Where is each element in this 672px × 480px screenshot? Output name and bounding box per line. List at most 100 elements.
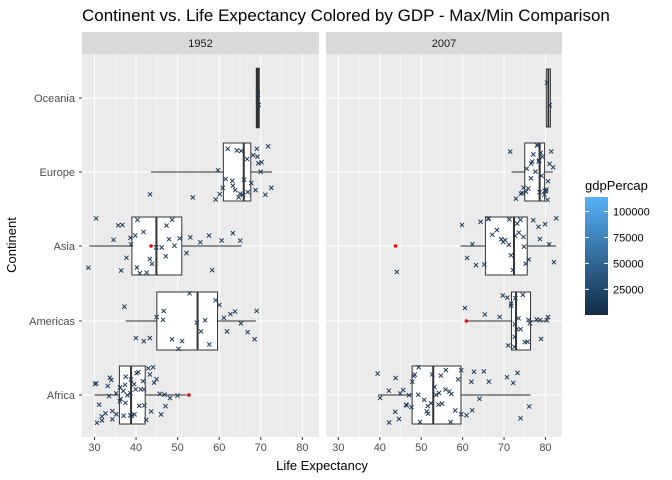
highlight-point-max	[464, 319, 469, 323]
data-point	[229, 178, 235, 184]
legend-ticks: 25000 50000 75000 100000	[585, 207, 650, 296]
data-point	[516, 230, 522, 235]
data-point	[111, 237, 116, 243]
data-point	[497, 314, 503, 320]
data-point	[508, 303, 514, 309]
data-point	[127, 235, 133, 241]
data-point	[159, 244, 165, 250]
data-point	[250, 152, 256, 158]
data-point	[393, 375, 399, 381]
data-point	[416, 364, 422, 370]
data-point	[113, 411, 119, 417]
data-point	[179, 338, 185, 344]
data-point	[443, 387, 448, 393]
data-point	[471, 369, 477, 375]
data-point	[216, 302, 222, 308]
data-point	[140, 378, 146, 384]
data-point	[236, 194, 242, 200]
data-point	[129, 413, 135, 419]
data-point	[187, 290, 192, 296]
data-point	[519, 190, 525, 196]
data-point	[238, 148, 244, 154]
data-point	[166, 236, 172, 242]
x-tick-label: 50	[172, 442, 184, 454]
data-point	[252, 336, 258, 342]
data-point	[147, 371, 153, 377]
data-point	[477, 396, 482, 402]
data-point	[144, 270, 150, 275]
data-point	[433, 392, 439, 398]
data-point	[528, 175, 534, 181]
data-point	[525, 185, 531, 191]
data-point	[96, 402, 102, 408]
data-point	[94, 420, 100, 426]
data-point	[525, 339, 531, 345]
data-point	[375, 371, 381, 377]
data-point	[223, 176, 229, 182]
highlight-point-max	[187, 393, 191, 397]
data-point	[439, 401, 445, 407]
data-point	[550, 164, 556, 170]
data-point	[109, 416, 115, 422]
data-point	[510, 267, 516, 273]
data-point	[504, 374, 510, 380]
data-point	[221, 315, 227, 321]
data-point	[544, 187, 549, 192]
data-point	[215, 167, 221, 173]
data-point	[510, 380, 516, 386]
data-point	[448, 419, 454, 425]
data-point	[464, 255, 470, 261]
data-point	[128, 241, 134, 247]
data-point	[132, 233, 138, 239]
data-point	[537, 236, 543, 242]
data-point	[240, 192, 246, 198]
data-point	[536, 224, 541, 230]
data-point	[377, 395, 383, 401]
data-point	[438, 373, 444, 379]
x-tick-label: 70	[498, 442, 510, 454]
data-point	[516, 315, 521, 321]
data-point	[518, 415, 524, 421]
data-point	[409, 379, 415, 385]
x-tick-label: 60	[457, 442, 469, 454]
data-point	[530, 217, 536, 223]
data-point	[521, 185, 526, 191]
data-point	[537, 189, 543, 195]
data-point	[468, 379, 474, 385]
data-point	[141, 386, 147, 392]
data-point	[206, 341, 212, 347]
y-tick-label: Europe	[40, 167, 75, 179]
y-tick-label: Oceania	[34, 93, 76, 105]
data-point	[227, 311, 233, 317]
data-point	[538, 336, 544, 342]
data-point	[135, 369, 141, 375]
legend-label: 100000	[613, 207, 650, 219]
data-point	[462, 305, 468, 311]
data-point	[515, 370, 520, 376]
data-point	[163, 403, 168, 409]
data-point	[122, 382, 128, 388]
data-point	[523, 261, 529, 267]
data-point	[141, 338, 147, 344]
data-point	[141, 229, 146, 235]
data-point	[124, 255, 129, 261]
data-point	[425, 411, 431, 417]
data-point	[386, 388, 392, 394]
data-point	[121, 304, 127, 310]
data-point	[548, 148, 554, 154]
data-point	[394, 269, 400, 275]
y-tick-label: Asia	[54, 241, 76, 253]
data-point	[534, 316, 540, 322]
data-point	[225, 146, 231, 152]
legend-label: 50000	[613, 258, 644, 270]
data-point	[458, 367, 464, 373]
data-point	[400, 387, 406, 393]
data-point	[244, 156, 250, 162]
data-point	[162, 392, 168, 398]
data-point	[232, 309, 238, 315]
data-point	[176, 346, 181, 352]
data-point	[118, 396, 124, 402]
data-point	[507, 149, 513, 155]
data-point	[539, 173, 545, 179]
data-point	[505, 343, 511, 348]
